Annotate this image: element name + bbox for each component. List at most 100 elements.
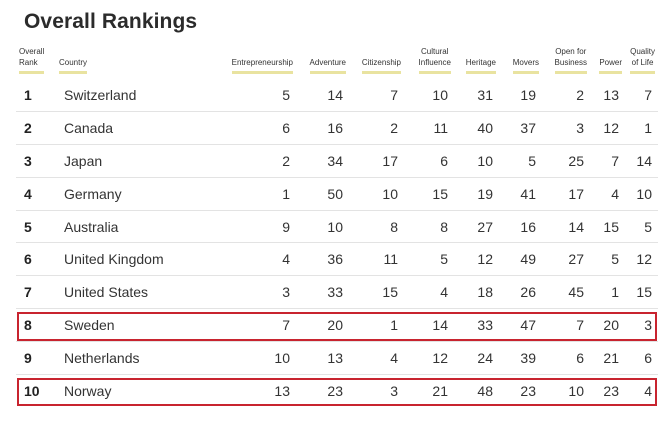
score-cell-pow: 4	[590, 176, 625, 211]
table-row: 8 Sweden 7 20 1 14 33 47 7 20 3	[16, 308, 658, 342]
score-cell-pow: 12	[590, 110, 625, 145]
header-adventure: Adventure	[296, 46, 349, 79]
score-cell-adv: 33	[296, 275, 349, 309]
score-cell-cit: 17	[349, 143, 404, 178]
country-cell: Switzerland	[64, 86, 137, 103]
score-cell-pow: 21	[590, 341, 625, 375]
score-cell-her: 18	[454, 275, 499, 309]
score-cell-cit: 1	[349, 308, 404, 342]
header-row: Overall Rank Country Entrepreneurship Adv…	[16, 46, 658, 79]
score-cell-ent: 3	[196, 275, 296, 309]
score-cell-opb: 7	[542, 308, 590, 342]
rank-cell: 4	[16, 176, 56, 211]
score-cell-pow: 23	[590, 374, 625, 407]
score-cell-cul: 6	[404, 143, 454, 178]
table-row: 1 Switzerland 5 14 7 10 31 19 2 13 7	[16, 79, 658, 111]
table-row: 5 Australia 9 10 8 8 27 16 14 15 5	[16, 209, 658, 243]
score-cell-her: 31	[477, 86, 493, 103]
score-cell-mov: 49	[499, 242, 542, 276]
score-cell-adv: 20	[296, 308, 349, 342]
score-cell-mov: 37	[499, 110, 542, 145]
score-cell-pow: 13	[603, 86, 619, 103]
score-cell-mov: 5	[499, 143, 542, 178]
score-cell-adv: 13	[296, 341, 349, 375]
score-cell-adv: 14	[327, 86, 343, 103]
score-cell-pow: 20	[590, 308, 625, 342]
score-cell-cul: 21	[404, 374, 454, 407]
score-cell-cul: 12	[404, 341, 454, 375]
score-cell-cul: 11	[404, 110, 454, 145]
score-cell-ent: 9	[196, 209, 296, 243]
score-cell-adv: 16	[296, 110, 349, 145]
score-cell-opb: 2	[576, 86, 584, 103]
country-cell: United States	[56, 275, 196, 309]
score-cell-her: 48	[454, 374, 499, 407]
country-cell: United Kingdom	[56, 242, 196, 276]
country-cell: Netherlands	[56, 341, 196, 375]
table-row: 7 United States 3 33 15 4 18 26 45 1 15	[16, 275, 658, 309]
country-cell: Japan	[56, 143, 196, 178]
score-cell-ent: 2	[196, 143, 296, 178]
rank-cell: 5	[16, 209, 56, 243]
score-cell-ent: 6	[196, 110, 296, 145]
score-cell-ent: 1	[196, 176, 296, 211]
header-heritage: Heritage	[454, 46, 499, 79]
score-cell-ent: 7	[196, 308, 296, 342]
score-cell-adv: 36	[296, 242, 349, 276]
score-cell-adv: 50	[296, 176, 349, 211]
country-cell: Germany	[56, 176, 196, 211]
score-cell-cit: 4	[349, 341, 404, 375]
score-cell-pow: 7	[590, 143, 625, 178]
score-cell-opb: 14	[542, 209, 590, 243]
score-cell-pow: 5	[590, 242, 625, 276]
score-cell-mov: 26	[499, 275, 542, 309]
score-cell-cit: 11	[349, 242, 404, 276]
country-cell: Australia	[56, 209, 196, 243]
score-cell-her: 24	[454, 341, 499, 375]
score-cell-mov: 47	[499, 308, 542, 342]
score-cell-qol: 12	[625, 242, 658, 276]
header-quality-of-life: Quality of Life	[625, 46, 658, 79]
score-cell-opb: 10	[542, 374, 590, 407]
score-cell-adv: 23	[296, 374, 349, 407]
score-cell-qol: 5	[625, 209, 658, 243]
score-cell-ent: 4	[196, 242, 296, 276]
score-cell-opb: 27	[542, 242, 590, 276]
table-row: 10 Norway 13 23 3 21 48 23 10 23 4	[16, 374, 658, 407]
table-row: 9 Netherlands 10 13 4 12 24 39 6 21 6	[16, 341, 658, 375]
score-cell-qol: 14	[625, 143, 658, 178]
header-cultural-influence: Cultural Influence	[404, 46, 454, 79]
score-cell-cit: 2	[349, 110, 404, 145]
country-cell: Canada	[56, 110, 196, 145]
rank-cell: 2	[16, 110, 56, 145]
score-cell-cul: 4	[404, 275, 454, 309]
header-overall-rank: Overall Rank	[16, 46, 56, 79]
score-cell-pow: 1	[590, 275, 625, 309]
score-cell-ent: 13	[196, 374, 296, 407]
score-cell-opb: 6	[542, 341, 590, 375]
header-movers: Movers	[499, 46, 542, 79]
score-cell-mov: 41	[499, 176, 542, 211]
score-cell-qol: 15	[625, 275, 658, 309]
rank-cell: 8	[16, 308, 56, 342]
score-cell-adv: 34	[296, 143, 349, 178]
score-cell-qol: 3	[625, 308, 658, 342]
country-cell: Norway	[56, 374, 196, 407]
score-cell-ent: 5	[282, 86, 290, 103]
score-cell-ent: 10	[196, 341, 296, 375]
page-title: Overall Rankings	[24, 10, 198, 33]
score-cell-cul: 8	[404, 209, 454, 243]
score-cell-qol: 6	[625, 341, 658, 375]
table-row: 4 Germany 1 50 10 15 19 41 17 4 10	[16, 176, 658, 211]
score-cell-cit: 7	[390, 86, 398, 103]
rankings-table: Overall Rank Country Entrepreneurship Adv…	[16, 46, 658, 407]
score-cell-her: 19	[454, 176, 499, 211]
score-cell-her: 40	[454, 110, 499, 145]
score-cell-mov: 16	[499, 209, 542, 243]
header-open-for-business: Open for Business	[542, 46, 590, 79]
score-cell-qol: 10	[625, 176, 658, 211]
rank-cell: 1	[24, 86, 32, 103]
score-cell-cit: 10	[349, 176, 404, 211]
score-cell-her: 12	[454, 242, 499, 276]
score-cell-qol: 1	[625, 110, 658, 145]
